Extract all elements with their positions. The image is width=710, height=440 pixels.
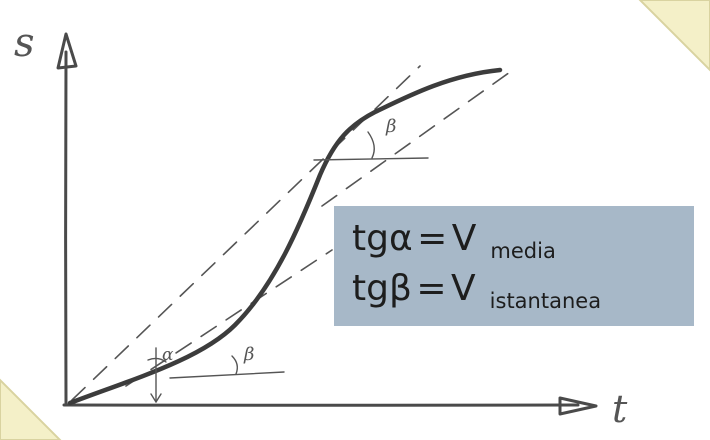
formula-2-rhs: V (451, 268, 476, 309)
alpha-arc (147, 357, 167, 363)
formula-2-eq: = (416, 268, 447, 309)
formula-2-lhs: tgβ (352, 268, 412, 309)
y-axis-arrow (56, 32, 78, 70)
y-axis-label: s (14, 20, 35, 66)
beta-upper-base (313, 157, 429, 161)
corner-ribbon-top-right (638, 0, 710, 72)
angle-beta-lower-label: β (243, 344, 254, 365)
formula-1-eq: = (417, 218, 448, 259)
x-axis-arrow (558, 396, 598, 416)
angle-alpha-label: α (162, 345, 174, 365)
formula-1-rhs: V (451, 218, 477, 259)
x-axis-label: t (612, 387, 628, 431)
corner-ribbon-bottom-left (0, 378, 62, 440)
beta-lower-base (169, 371, 285, 379)
beta-upper-arc (367, 131, 375, 159)
beta-lower-arc (231, 355, 239, 375)
formula-1-subscript: media (490, 239, 556, 263)
formula-1-lhs: tgα (352, 218, 413, 259)
tangent-line-lower (125, 249, 333, 387)
alpha-tick (150, 393, 162, 403)
angle-beta-upper-label: β (385, 116, 396, 137)
formula-2-subscript: istantanea (489, 289, 602, 313)
tangent-line-upper (321, 71, 511, 207)
position-time-curve (67, 67, 503, 406)
